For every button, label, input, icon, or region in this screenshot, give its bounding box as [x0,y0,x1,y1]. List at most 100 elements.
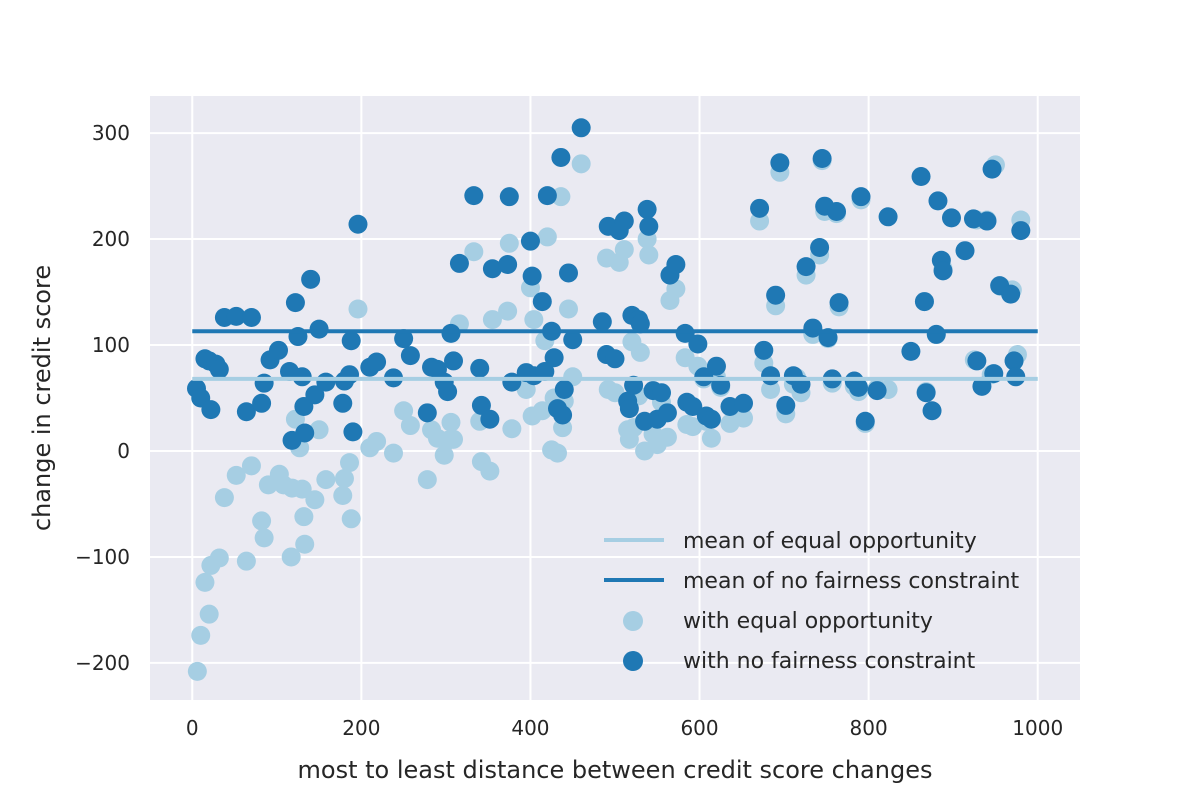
point-no-fairness [657,403,677,423]
point-no-fairness [683,396,703,416]
point-no-fairness [269,340,289,360]
point-no-fairness [544,348,564,368]
point-no-fairness [734,393,754,413]
point-equal-opportunity [537,227,557,247]
point-no-fairness [848,377,868,397]
x-tick-label: 0 [186,716,199,740]
point-equal-opportunity [551,187,571,207]
point-no-fairness [563,330,583,350]
point-equal-opportunity [195,572,215,592]
point-equal-opportunity [482,310,502,330]
point-no-fairness [855,411,875,431]
point-no-fairness [554,380,574,400]
point-equal-opportunity [498,301,518,321]
point-equal-opportunity [434,445,454,465]
point-no-fairness [977,211,997,231]
point-no-fairness [348,214,368,234]
legend-marker-equal-opportunity [623,611,643,631]
point-no-fairness [955,241,975,261]
legend-label-with-equal-opportunity: with equal opportunity [683,609,933,634]
point-equal-opportunity [348,299,368,319]
point-equal-opportunity [548,443,568,463]
point-no-fairness [553,405,573,425]
y-axis-label: change in credit score [28,265,56,531]
point-no-fairness [449,253,469,273]
point-no-fairness [559,263,578,283]
point-equal-opportunity [187,661,207,681]
point-no-fairness [911,167,931,187]
point-no-fairness [750,198,770,218]
point-no-fairness [701,409,721,429]
point-no-fairness [810,238,830,258]
point-no-fairness [614,211,634,231]
x-tick-label: 600 [680,716,718,740]
point-no-fairness [867,381,887,401]
point-no-fairness [333,393,353,413]
point-no-fairness [498,254,518,274]
x-tick-label: 800 [850,716,888,740]
point-no-fairness [341,331,361,351]
x-tick-label: 400 [511,716,549,740]
point-no-fairness [340,365,360,385]
point-equal-opportunity [341,509,361,529]
y-tick-label: 0 [117,439,130,463]
point-no-fairness [926,324,946,344]
point-no-fairness [316,372,336,392]
point-equal-opportunity [630,342,650,362]
tick-labels: 0 200 400 600 800 1000 −200 −100 0 100 200 300 [75,121,1063,740]
point-equal-opportunity [441,412,461,432]
point-equal-opportunity [383,443,403,463]
y-tick-label: 100 [92,333,130,357]
point-no-fairness [295,423,315,443]
point-no-fairness [470,358,490,378]
point-equal-opportunity [480,461,500,481]
x-tick-label: 200 [342,716,380,740]
point-no-fairness [619,399,639,419]
legend-label-with-no-fairness: with no fairness constraint [683,649,976,674]
point-no-fairness [285,293,305,313]
point-no-fairness [688,334,708,354]
point-equal-opportunity [305,490,325,510]
point-no-fairness [1004,351,1024,371]
point-no-fairness [441,323,461,343]
point-equal-opportunity [334,469,354,489]
point-equal-opportunity [417,470,437,490]
point-no-fairness [254,373,274,393]
point-equal-opportunity [761,380,781,400]
point-equal-opportunity [400,416,420,436]
point-no-fairness [829,293,849,313]
point-no-fairness [928,191,948,211]
point-no-fairness [630,314,650,334]
point-no-fairness [770,153,790,173]
point-no-fairness [706,356,726,376]
data-points [187,118,1031,681]
point-no-fairness [776,395,796,415]
point-equal-opportunity [571,154,591,174]
point-equal-opportunity [701,428,721,448]
point-no-fairness [1011,221,1031,241]
point-no-fairness [520,231,540,251]
point-no-fairness [471,395,491,415]
point-no-fairness [444,351,464,371]
point-no-fairness [812,149,832,169]
point-no-fairness [252,393,272,413]
point-no-fairness [675,323,695,343]
point-equal-opportunity [614,240,634,260]
x-tick-label: 1000 [1012,716,1063,740]
point-no-fairness [464,186,484,206]
point-no-fairness [522,266,542,286]
point-equal-opportunity [394,401,414,421]
point-no-fairness [292,367,312,387]
point-no-fairness [878,207,898,227]
point-no-fairness [901,341,921,361]
point-no-fairness [305,385,325,405]
point-equal-opportunity [252,511,272,531]
point-no-fairness [400,346,420,366]
point-equal-opportunity [295,534,315,554]
y-tick-label: −100 [75,545,130,569]
point-no-fairness [637,199,657,219]
point-no-fairness [967,351,987,371]
point-no-fairness [309,319,329,339]
point-equal-opportunity [734,408,754,428]
legend: mean of equal opportunity mean of no fai… [604,529,1020,674]
